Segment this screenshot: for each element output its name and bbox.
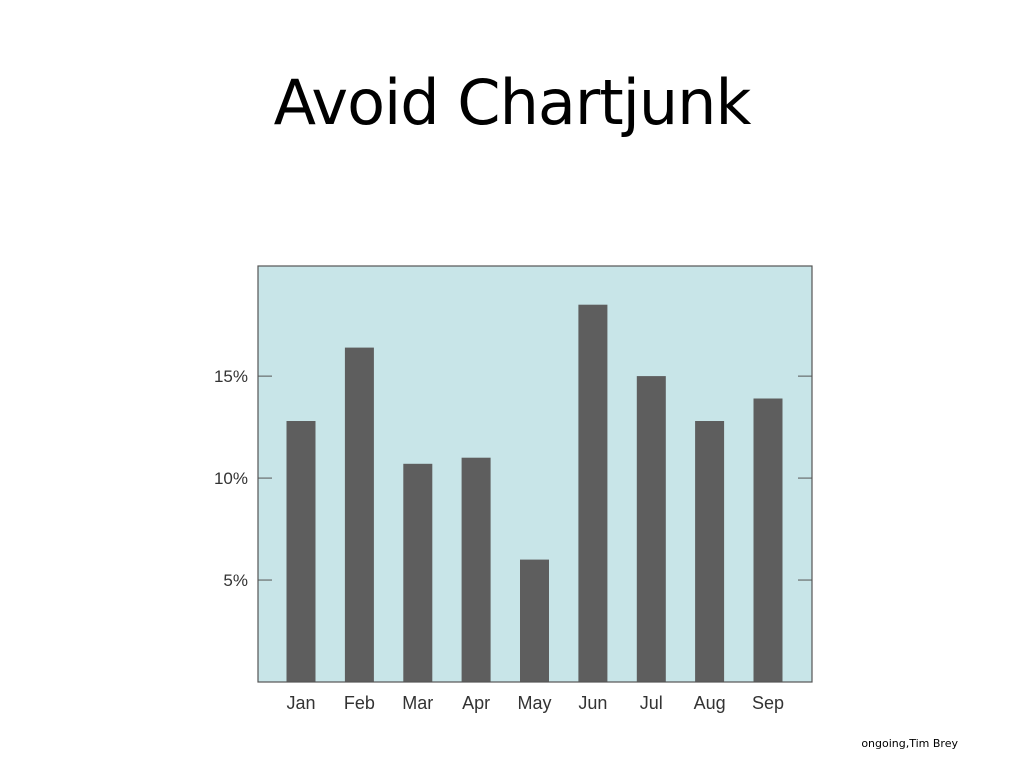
slide-title: Avoid Chartjunk [273, 66, 752, 139]
x-tick-label-jul: Jul [640, 693, 663, 713]
bar-aug [695, 421, 725, 682]
x-tick-label-mar: Mar [402, 693, 433, 713]
bar-jan [286, 421, 316, 682]
plot-frame [257, 265, 813, 683]
bar-chart: Jan Feb Mar Apr May Jun Jul Aug Sep 5% 10% 15% [210, 262, 814, 714]
bar-feb [344, 347, 374, 682]
y-tick-label: 5% [223, 571, 248, 590]
bar-jun [578, 304, 608, 682]
x-tick-label-apr: Apr [462, 693, 490, 713]
x-tick-label-aug: Aug [694, 693, 726, 713]
x-tick-label-sep: Sep [752, 693, 784, 713]
bar-chart-svg: Jan Feb Mar Apr May Jun Jul Aug Sep 5% 10% 15% [210, 262, 814, 714]
y-tick-label: 15% [214, 367, 248, 386]
x-tick-label-may: May [517, 693, 551, 713]
bar-mar [403, 463, 433, 682]
bar-jul [636, 376, 666, 682]
x-tick-label-feb: Feb [344, 693, 375, 713]
credit-text: ongoing,Tim Brey [861, 737, 958, 750]
bar-sep [753, 398, 783, 682]
bar-apr [461, 457, 491, 682]
x-tick-label-jun: Jun [578, 693, 607, 713]
x-tick-label-jan: Jan [286, 693, 315, 713]
bar-may [520, 559, 549, 682]
y-tick-label: 10% [214, 469, 248, 488]
